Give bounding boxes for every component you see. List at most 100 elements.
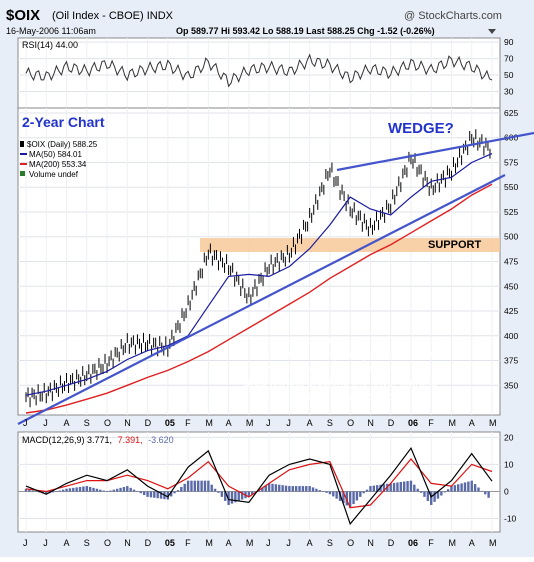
macd-hist-bar <box>440 491 443 496</box>
macd-xaxis: J J A S O N D 05 F M A M J J A S O N D 06 F M A M <box>23 538 497 548</box>
price-x-label: M <box>489 418 497 428</box>
price-x-label: 06 <box>408 418 418 428</box>
macd-hist-bar <box>389 483 392 492</box>
macd-hist-bar <box>399 482 403 492</box>
macd-hist-bar <box>419 491 423 493</box>
wedge-label: WEDGE? <box>388 120 454 137</box>
macd-hist-bar <box>345 491 348 506</box>
macd-hist-bar <box>190 480 193 492</box>
macd-hist-bar <box>278 484 281 492</box>
price-tick-label: 400 <box>504 331 518 341</box>
macd-hist-bar <box>315 488 318 492</box>
macd-hist-bar <box>267 483 271 492</box>
macd-hist-bar <box>85 486 88 492</box>
macd-hist-bar <box>217 491 220 493</box>
price-x-label: A <box>469 418 475 428</box>
macd-hist-bar <box>433 491 436 502</box>
macd-x-label: F <box>428 538 434 548</box>
macd-hist-bar <box>109 490 112 492</box>
rsi-panel <box>17 37 501 109</box>
macd-hist-bar <box>95 488 99 492</box>
macd-hist-bar <box>382 484 386 492</box>
macd-hist-bar <box>153 491 156 498</box>
macd-hist-bar <box>484 491 487 495</box>
macd-hist-bar <box>450 486 453 492</box>
macd-hist-bar <box>129 487 132 492</box>
macd-x-label: J <box>286 538 291 548</box>
macd-hist-bar <box>173 491 176 494</box>
price-grid <box>18 108 500 415</box>
macd-x-label: A <box>307 538 313 548</box>
macd-hist-bar <box>403 481 406 492</box>
price-x-label: M <box>205 418 213 428</box>
macd-hist-bar <box>180 486 183 492</box>
macd-hist-bar <box>203 480 207 492</box>
macd-x-label: A <box>226 538 232 548</box>
macd-hist-bar <box>328 491 332 495</box>
macd-x-label: M <box>489 538 497 548</box>
source-label: @ StockCharts.com <box>404 10 502 22</box>
support-label: SUPPORT <box>428 239 481 251</box>
macd-hist-bar <box>139 491 143 494</box>
lower-trendline <box>17 174 506 425</box>
macd-x-label: J <box>23 538 28 548</box>
commentary-line-1: The current formation in the oil index l… <box>244 335 452 347</box>
macd-hist-bar <box>234 491 237 503</box>
macd-hist-bar <box>477 487 480 492</box>
price-x-label: S <box>327 418 333 428</box>
legend: $OIX (Daily) 588.25 MA(50) 584.01 MA(200… <box>20 140 98 179</box>
dropdown-arrow-icon[interactable] <box>488 29 496 34</box>
macd-hist-bar <box>156 491 159 499</box>
macd-hist-bar <box>122 486 126 492</box>
macd-hist-bar <box>61 489 65 492</box>
macd-tick-label: 10 <box>504 459 514 469</box>
macd-hist-bar <box>321 491 325 492</box>
price-tick-label: 625 <box>504 108 518 118</box>
macd-hist-bar <box>274 484 278 492</box>
macd-hist-bar <box>28 489 31 492</box>
macd-hist-bar <box>264 485 267 492</box>
macd-hist-bar <box>288 486 291 492</box>
macd-hist-bar <box>305 486 308 492</box>
macd-x-label: M <box>448 538 456 548</box>
macd-hist-bar <box>365 489 369 492</box>
commentary-box: The current formation in the oil index l… <box>244 335 452 403</box>
macd-hist-bar <box>55 491 58 492</box>
macd-hist-bar <box>348 491 352 508</box>
rsi-tick-label: 90 <box>504 37 514 47</box>
macd-hist-bar <box>220 491 224 497</box>
upper-trendline <box>336 131 534 172</box>
macd-x-label: A <box>64 538 70 548</box>
macd-hist-bar <box>436 491 440 499</box>
price-x-label: M <box>246 418 254 428</box>
macd-hist-bar <box>186 480 190 492</box>
rsi-line <box>25 53 493 88</box>
macd-x-label: J <box>266 538 271 548</box>
chart-title: 2-Year Chart <box>22 114 105 130</box>
macd-hist-bar <box>338 491 342 501</box>
macd-hist-bar <box>149 491 153 498</box>
price-x-label: O <box>104 418 111 428</box>
macd-tick-label: -10 <box>504 513 517 523</box>
macd-hist-bar <box>318 490 321 492</box>
quote-label: Op 589.77 Hi 593.42 Lo 588.19 Last 588.2… <box>176 26 435 36</box>
macd-hist-bar <box>396 482 399 492</box>
rsi-tick-label: 50 <box>504 70 514 80</box>
macd-hist-bar <box>34 491 38 492</box>
macd-hist-bar <box>132 489 136 492</box>
macd-hist-bar <box>183 483 186 492</box>
support-band <box>200 238 500 252</box>
price-x-label: O <box>347 418 354 428</box>
macd-hist-bar <box>460 483 463 492</box>
legend-volume: Volume undef <box>29 170 79 179</box>
price-x-label: S <box>84 418 90 428</box>
macd-hist-bar <box>45 491 48 495</box>
macd-label: MACD(12,26,9) 3.771, 7.391, -3.620 <box>22 435 174 445</box>
macd-hist-bar <box>375 485 379 492</box>
macd-hist-bar <box>75 487 78 492</box>
price-tick-label: 575 <box>504 157 518 167</box>
macd-hist-bar <box>301 486 305 492</box>
price-x-label: D <box>388 418 395 428</box>
price-xaxis: J J A S O N D 05 F M A M J J A S O N D 06 F M A M <box>23 418 497 428</box>
macd-hist-bar <box>224 491 227 501</box>
